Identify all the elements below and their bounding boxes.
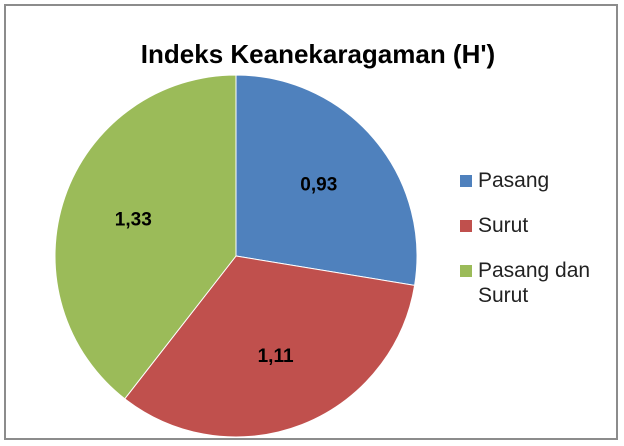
- data-label: 1,33: [115, 210, 152, 231]
- legend: Pasang Surut Pasang dan Surut: [460, 168, 610, 328]
- data-label: 0,93: [300, 175, 337, 196]
- legend-swatch: [460, 265, 472, 277]
- legend-swatch: [460, 220, 472, 232]
- legend-item: Pasang dan Surut: [460, 258, 610, 308]
- chart-title: Indeks Keanekaragaman (H'): [141, 39, 495, 69]
- pie-slice: [54, 74, 237, 400]
- pie-slice: [124, 255, 416, 438]
- data-label: 1,11: [258, 346, 294, 367]
- legend-label: Surut: [478, 214, 529, 237]
- legend-item: Surut: [460, 213, 610, 238]
- chart-border: [4, 4, 618, 440]
- legend-item: Pasang: [460, 168, 610, 193]
- legend-label: Pasang dan Surut: [478, 259, 591, 307]
- legend-label: Pasang: [478, 169, 550, 192]
- legend-swatch: [460, 175, 472, 187]
- pie-slice: [235, 74, 418, 286]
